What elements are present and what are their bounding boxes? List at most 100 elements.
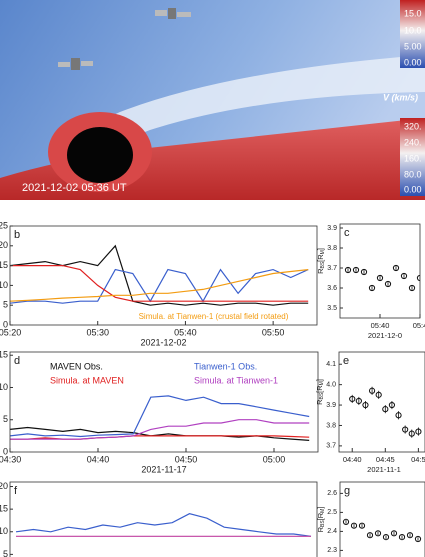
x-tick-label: 04:40 [343, 455, 362, 464]
series-line [10, 244, 309, 306]
x-tick-label: 04:40 [87, 454, 110, 464]
x-tick-label: 05:20 [0, 327, 21, 337]
data-point [376, 274, 384, 282]
series-line [10, 265, 309, 302]
y-tick-label: 5 [3, 414, 8, 424]
simulation-image: 15.0 10.0 5.00 0.00 V (km/s) 320. 240. 1… [0, 0, 425, 200]
y-tick-label: 2.6 [327, 490, 337, 497]
data-point [400, 272, 408, 280]
y-tick-label: 10 [0, 382, 8, 392]
series-line [10, 395, 310, 438]
y-axis-label-part: M [320, 509, 326, 513]
data-point [375, 391, 382, 398]
y-axis-label-part: R [316, 268, 325, 274]
data-point [349, 395, 356, 403]
data-point [402, 426, 409, 433]
y-tick-label: 15 [0, 260, 8, 270]
y-tick-label: 0 [3, 446, 8, 456]
x-tick-label: 05:50 [262, 327, 285, 337]
plot-area [15, 513, 312, 537]
data-point [382, 534, 390, 541]
colorbar-label: 80.0 [404, 169, 422, 179]
y-tick-label: 2.4 [327, 528, 337, 535]
data-point [374, 530, 382, 537]
data-point [408, 430, 415, 437]
data-point [358, 522, 366, 529]
series-line [15, 513, 312, 537]
panel-label: f [14, 485, 18, 497]
plot-area [344, 264, 420, 292]
x-tick-label: 05:30 [86, 327, 109, 337]
y-axis-label-part: BS [319, 392, 325, 399]
y-axis-label-part: [R [315, 385, 324, 393]
legend-entry: Simula. at Tianwen-1 [194, 375, 278, 385]
data-point [392, 264, 400, 272]
colorbar [400, 118, 425, 196]
y-tick-label: 5 [3, 300, 8, 310]
x-axis-label: 2021-11-17 [141, 464, 186, 474]
x-tick-label: 05:4 [413, 321, 425, 330]
mars [67, 127, 133, 183]
y-tick-label: 3.7 [326, 443, 336, 450]
y-tick-label: 3.8 [326, 422, 336, 429]
colorbar-label: 240. [404, 137, 422, 147]
y-axis-label-part: ] [316, 507, 325, 509]
x-tick-label: 04:5 [411, 455, 425, 464]
y-tick-label: 20 [0, 240, 8, 250]
panel-label: g [344, 485, 350, 497]
data-point [388, 401, 396, 409]
frame [9, 225, 318, 326]
data-point [408, 284, 416, 292]
y-tick-label: 2.5 [327, 509, 337, 516]
data-point [384, 280, 392, 288]
x-tick-label: 05:40 [371, 321, 390, 330]
plot-area [342, 518, 422, 543]
y-tick-label: 15 [0, 504, 8, 514]
plot-area: MAVEN Obs. Tianwen-1 Obs. Simula. at MAVEN… [10, 361, 310, 441]
series-line [10, 269, 309, 302]
x-tick-label: 04:50 [175, 454, 198, 464]
data-point [368, 387, 376, 394]
y-axis-label-part: BS [320, 261, 326, 268]
spacecraft [58, 8, 191, 70]
y-axis-label-part: ] [316, 248, 325, 250]
x-tick-label: 05:00 [263, 454, 286, 464]
x-tick-label: 04:45 [376, 455, 395, 464]
panel-label: c [344, 227, 350, 239]
colorbar-label: 5.00 [404, 41, 422, 51]
x-tick-label: 04:30 [0, 454, 21, 464]
y-axis-label-part: M [320, 250, 326, 254]
legend-entry: Tianwen-1 Obs. [194, 361, 257, 371]
data-point [355, 397, 362, 405]
data-point [352, 266, 360, 274]
data-point [390, 530, 398, 537]
data-point [344, 266, 352, 274]
plot-area: Simula. at Tianwen-1 (crustal field rota… [10, 244, 309, 321]
series-line [10, 268, 309, 304]
legend-entry: Simula. at MAVEN [50, 375, 124, 385]
y-axis-label-part: BS [320, 520, 326, 527]
y-tick-label: 0 [3, 319, 8, 329]
x-tick-label: 05:40 [174, 327, 197, 337]
y-tick-label: 4.0 [326, 381, 336, 388]
y-tick-label: 5 [3, 549, 8, 557]
panel-label: e [343, 355, 349, 367]
panel-label: b [14, 229, 20, 241]
colorbar-label: 320. [404, 121, 422, 131]
y-axis-label-part: R [315, 399, 324, 405]
colorbar-title: V (km/s) [383, 92, 418, 102]
plot-area [349, 386, 422, 438]
colorbar-label: 160. [404, 153, 422, 163]
colorbar-label: 0.00 [404, 57, 422, 67]
panel-label: d [14, 355, 20, 367]
data-point [362, 401, 369, 409]
y-tick-label: 3.5 [327, 305, 337, 312]
y-tick-label: 25 [0, 220, 8, 230]
data-point [382, 406, 389, 413]
bow-shock [45, 55, 425, 200]
y-axis-label-part: ] [315, 379, 324, 381]
y-axis-label: RBS[RM] [315, 379, 325, 405]
colorbar-label: 0.00 [404, 184, 422, 194]
